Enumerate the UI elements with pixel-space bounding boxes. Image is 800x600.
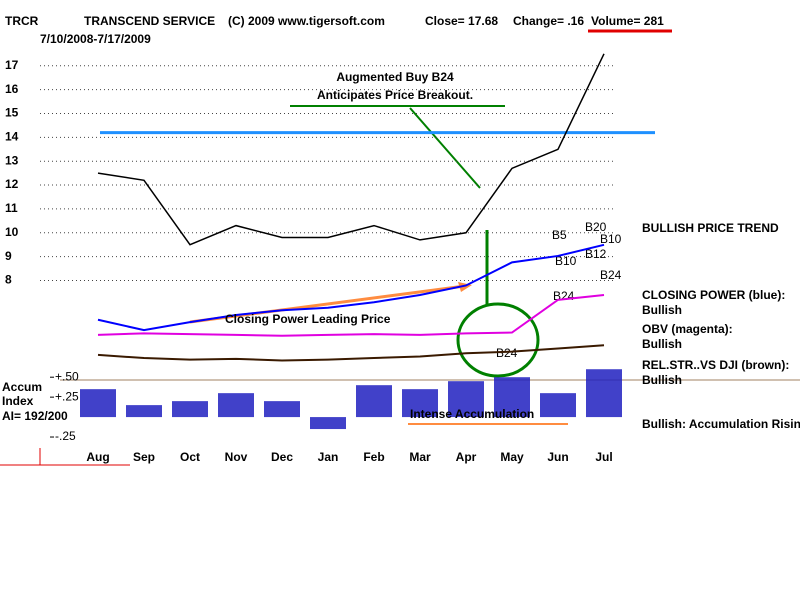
legend-status: Bullish: [642, 303, 682, 317]
change: Change= .16: [513, 14, 584, 28]
x-tick-label: Dec: [271, 450, 293, 464]
legend-status: Bullish: [642, 337, 682, 351]
price-line: [97, 53, 605, 246]
x-tick-label: Feb: [363, 450, 384, 464]
panel-label: Index: [2, 394, 34, 408]
panel-label: Accum: [2, 380, 42, 394]
accum-bar: [356, 385, 392, 418]
accum-bar: [310, 417, 346, 430]
y-tick-label: 8: [5, 273, 12, 287]
accum-bar: [264, 401, 300, 418]
volume: Volume= 281: [591, 14, 664, 28]
accum-bar: [494, 377, 530, 418]
x-tick-label: Sep: [133, 450, 155, 464]
signal: B20: [585, 220, 607, 234]
accum-bar: [126, 405, 162, 418]
legend-status: Bullish: [642, 373, 682, 387]
site: (C) 2009 www.tigersoft.com: [228, 14, 385, 28]
signal: B24: [496, 346, 518, 360]
accum-bar: [448, 381, 484, 418]
symbol: TRCR: [5, 14, 39, 28]
y-tick-label: 14: [5, 130, 19, 144]
y-tick-label: 10: [5, 225, 19, 239]
y-tick-label: +.25: [55, 389, 79, 403]
annotation: Augmented Buy B24: [336, 70, 454, 84]
signal: B12: [585, 247, 607, 261]
company: TRANSCEND SERVICE: [84, 14, 215, 28]
y-tick-label: 12: [5, 177, 19, 191]
annotation: Anticipates Price Breakout.: [317, 88, 473, 102]
indicator-line: [97, 243, 605, 332]
panel-label: AI= 192/200: [2, 409, 68, 423]
accum-bar: [540, 393, 576, 418]
accum-bar: [218, 393, 254, 418]
x-tick-label: Mar: [409, 450, 431, 464]
x-tick-label: Aug: [86, 450, 109, 464]
annotation: Bullish: Accumulation Rising: [642, 417, 800, 431]
y-tick-label: 11: [5, 201, 18, 215]
accum-bar: [172, 401, 208, 418]
y-tick-label: -.25: [55, 429, 76, 443]
x-tick-label: May: [500, 450, 524, 464]
x-tick-label: Oct: [180, 450, 200, 464]
signal: B10: [600, 232, 622, 246]
signal: B5: [552, 228, 567, 242]
y-tick-label: 15: [5, 106, 19, 120]
circle: [456, 302, 540, 378]
y-tick-label: 9: [5, 249, 12, 263]
x-tick-label: Jul: [595, 450, 612, 464]
close: Close= 17.68: [425, 14, 498, 28]
accum-bar: [80, 389, 116, 418]
x-tick-label: Jun: [547, 450, 568, 464]
indicator-line: [97, 294, 605, 337]
x-tick-label: Apr: [456, 450, 477, 464]
x-tick-label: Nov: [225, 450, 248, 464]
annotation: Intense Accumulation: [410, 407, 534, 421]
x-tick-label: Jan: [318, 450, 339, 464]
legend-name: REL.STR..VS DJI (brown):: [642, 358, 789, 372]
accum-bar: [586, 369, 622, 418]
annotation: BULLISH PRICE TREND: [642, 221, 779, 235]
accum-bar: [402, 389, 438, 418]
legend-name: CLOSING POWER (blue):: [642, 288, 785, 302]
signal: B10: [555, 254, 577, 268]
indicator-line: [97, 344, 605, 362]
y-tick-label: 13: [5, 153, 19, 167]
legend-name: OBV (magenta):: [642, 322, 733, 336]
signal: B24: [600, 268, 622, 282]
dates: 7/10/2008-7/17/2009: [40, 32, 151, 46]
annotation: Closing Power Leading Price: [225, 312, 391, 326]
arrow: [409, 107, 481, 189]
y-tick-label: 16: [5, 82, 19, 96]
y-tick-label: 17: [5, 58, 19, 72]
y-tick-label: +.50: [55, 369, 79, 383]
